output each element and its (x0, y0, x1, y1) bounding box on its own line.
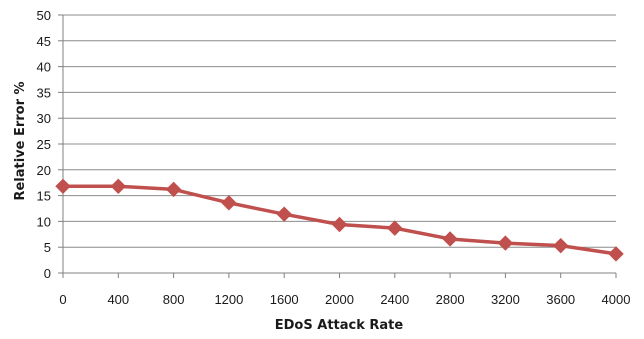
x-tick-label: 3200 (491, 292, 520, 307)
data-point (276, 206, 292, 222)
x-axis-title: EDoS Attack Rate (275, 318, 404, 333)
x-tick-labels: 0 400 800 1200 1600 2000 2400 2800 3200 3600 4000 (59, 273, 630, 307)
y-tick-label: 15 (37, 189, 51, 204)
y-tick-label: 5 (44, 240, 51, 255)
data-point (608, 246, 624, 262)
series-group (55, 178, 624, 262)
y-tick-label: 25 (37, 137, 51, 152)
x-tick-label: 2400 (380, 292, 409, 307)
x-tick-label: 0 (59, 292, 66, 307)
y-tick-label: 35 (37, 85, 51, 100)
data-point (442, 231, 458, 247)
y-tick-labels: 0 5 10 15 20 25 30 35 40 45 50 (37, 8, 63, 281)
data-point (497, 235, 514, 251)
y-tick-label: 0 (44, 266, 51, 281)
x-tick-label: 4000 (602, 292, 631, 307)
y-tick-label: 45 (37, 34, 51, 49)
x-tick-label: 2000 (325, 292, 354, 307)
y-tick-label: 50 (37, 8, 51, 23)
y-tick-label: 20 (37, 163, 51, 178)
data-point (221, 195, 237, 211)
data-point (55, 178, 71, 195)
y-tick-label: 30 (37, 111, 51, 126)
data-point (387, 220, 403, 236)
x-tick-label: 1600 (270, 292, 299, 307)
data-point (552, 237, 569, 254)
y-tick-label: 40 (37, 60, 51, 75)
data-point (331, 216, 348, 233)
y-tick-label: 10 (37, 214, 51, 229)
x-tick-label: 1200 (214, 292, 243, 307)
x-tick-label: 3600 (546, 292, 575, 307)
data-point (110, 178, 127, 195)
data-point (165, 181, 182, 198)
y-axis-title: Relative Error % (13, 81, 28, 200)
x-tick-label: 2800 (436, 292, 465, 307)
x-tick-label: 800 (163, 292, 185, 307)
x-tick-label: 400 (107, 292, 129, 307)
gridlines (63, 14, 616, 248)
